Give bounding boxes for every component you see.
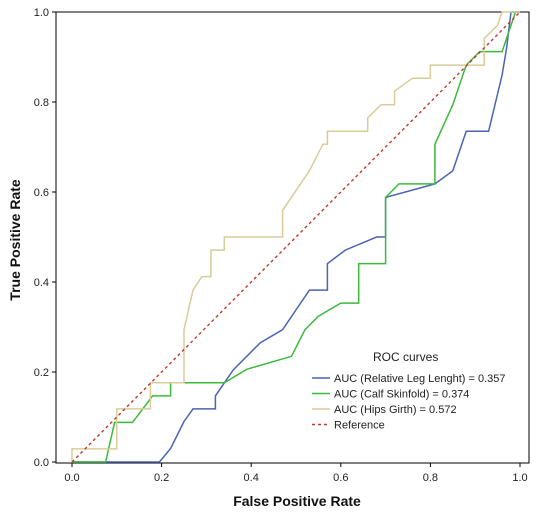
x-tick-label: 0.6 [333,472,348,484]
legend-entry: AUC (Hips Girth) = 0.572 [334,404,457,416]
y-tick-label: 0.0 [34,457,49,469]
legend-entry: Reference [334,420,385,432]
roc-curve-2 [71,11,520,462]
x-tick-label: 1.0 [512,472,527,484]
legend: ROC curves AUC (Relative Leg Lenght) = 0… [312,350,506,432]
y-axis-label: True Positive Rate [7,179,23,301]
roc-curve-1 [72,11,520,463]
roc-curve-3 [71,11,521,463]
roc-curves [71,11,521,463]
legend-title: ROC curves [373,350,438,364]
y-tick-label: 0.2 [34,367,49,379]
y-tick-label: 0.6 [34,187,49,199]
x-tick-label: 0.4 [244,472,259,484]
legend-items: AUC (Relative Leg Lenght) = 0.357 AUC (Ca… [312,373,506,432]
legend-entry: AUC (Relative Leg Lenght) = 0.357 [334,373,506,385]
x-tick-label: 0.2 [154,472,169,484]
plot-area [55,11,530,464]
x-axis-ticks: 0.0 0.2 0.4 0.6 0.8 1.0 [64,463,528,484]
x-tick-label: 0.8 [423,472,438,484]
roc-curve-0 [72,11,520,463]
y-tick-label: 0.8 [34,97,49,109]
x-axis-label: False Positive Rate [233,493,361,509]
legend-entry: AUC (Calf Skinfold) = 0.374 [334,389,469,401]
y-axis-ticks: 0.0 0.2 0.4 0.6 0.8 1.0 [34,7,56,469]
y-tick-label: 0.4 [34,277,49,289]
x-tick-label: 0.0 [64,472,79,484]
y-tick-label: 1.0 [34,7,49,19]
